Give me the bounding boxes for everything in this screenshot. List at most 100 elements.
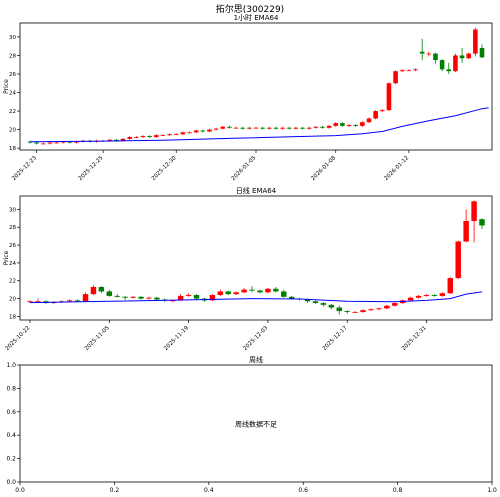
candle-body <box>217 291 224 296</box>
candle-body <box>35 301 41 303</box>
x-tick-label: 2025-12-31 <box>401 325 428 352</box>
candle-body <box>114 139 119 141</box>
candle-body <box>253 127 259 129</box>
candle-body <box>384 305 390 309</box>
candle-body <box>233 292 239 295</box>
candle-body <box>74 141 79 143</box>
candle-body <box>459 55 465 59</box>
candle-body <box>360 310 366 312</box>
candle-body <box>392 303 398 306</box>
candle-body <box>47 142 53 144</box>
candle-body <box>419 51 425 54</box>
candle-body <box>471 201 477 221</box>
candle-body <box>373 111 378 119</box>
chart-panel-daily: 日线 EMA64 18 20 22 24 26 28 30 Price 2025-10-22 202… <box>3 186 493 352</box>
candle-body <box>241 289 247 293</box>
y-tick-label: 0.4 <box>6 432 16 439</box>
candle-body <box>326 125 332 128</box>
candle-body <box>154 135 159 138</box>
candle-body <box>120 138 126 141</box>
candle-body <box>122 296 128 298</box>
y-tick-label: 26 <box>9 243 16 249</box>
candle-body <box>333 123 339 126</box>
candle-body <box>67 141 73 143</box>
y-tick-label: 20 <box>9 297 16 303</box>
candle-body <box>209 295 216 301</box>
candle-body <box>286 127 292 129</box>
y-tick-label: 0.8 <box>6 385 16 392</box>
candle-body <box>273 288 279 292</box>
candle-body <box>98 286 105 292</box>
candle-body <box>257 290 263 293</box>
y-tick-label: 20 <box>9 128 16 134</box>
candle-body <box>130 296 136 298</box>
candle-body <box>146 297 152 299</box>
plot-frame <box>19 22 493 151</box>
candle-body <box>439 293 446 296</box>
y-tick-label: 28 <box>9 53 16 59</box>
candle-body <box>466 53 471 59</box>
candle-body <box>463 220 469 242</box>
y-axis-label: Price <box>3 79 10 94</box>
candle-body <box>249 289 255 291</box>
candle-body <box>107 139 113 141</box>
x-tick-label: 2025-12-25 <box>78 155 105 182</box>
candle-body <box>233 127 239 129</box>
candle-body <box>185 295 192 296</box>
x-tick-label: 2025-12-03 <box>242 325 269 352</box>
candle-body <box>160 135 166 136</box>
candle-body <box>138 296 144 299</box>
candle-body <box>306 127 312 129</box>
candle-body <box>288 296 295 299</box>
plot-frame <box>19 364 493 483</box>
y-tick-label: 22 <box>9 109 16 115</box>
candle-body <box>260 127 265 129</box>
candle-body <box>106 291 113 296</box>
candle-body <box>320 126 325 128</box>
x-tick-label: 2025-10-22 <box>5 325 32 352</box>
candle-body <box>74 300 81 302</box>
candle-body <box>439 60 445 70</box>
candle-body <box>413 69 418 71</box>
candle-body <box>446 69 452 72</box>
candle-body <box>27 141 33 143</box>
candle-body <box>134 137 139 138</box>
candle-body <box>479 48 485 58</box>
candle-body <box>415 295 422 298</box>
candle-body <box>60 141 66 143</box>
x-tick-label: 0.4 <box>204 487 214 494</box>
candle-body <box>431 295 438 296</box>
candle-body <box>447 278 454 294</box>
candle-body <box>366 118 372 123</box>
candle-body <box>180 132 186 135</box>
x-tick-label: 2025-12-30 <box>151 155 178 182</box>
candle-body <box>352 311 358 313</box>
candle-body <box>140 136 146 138</box>
candle-body <box>423 295 430 296</box>
candle-body <box>170 300 176 302</box>
chart-title: 1小时 EMA64 <box>234 13 279 22</box>
candle-body <box>281 291 287 297</box>
candle-body <box>426 53 432 55</box>
y-tick-label: 22 <box>9 279 16 285</box>
y-tick-label: 1.0 <box>6 362 16 369</box>
y-tick-label: 0.6 <box>6 409 16 416</box>
x-tick-label: 2025-12-23 <box>11 155 38 182</box>
candle-body <box>304 299 311 302</box>
candle-body <box>368 309 374 311</box>
candle-body <box>479 219 485 226</box>
candle-body <box>167 134 172 136</box>
candle-body <box>300 127 305 129</box>
x-tick-label: 2025-11-05 <box>84 325 111 352</box>
candle-body <box>66 300 73 302</box>
y-tick-label: 30 <box>9 207 16 213</box>
candle-body <box>227 126 232 128</box>
candle-body <box>433 53 438 61</box>
x-tick-label: 0.8 <box>393 487 403 494</box>
y-tick-label: 24 <box>9 91 16 97</box>
y-tick-label: 18 <box>9 314 16 320</box>
candle-body <box>320 303 327 305</box>
no-data-message: 周线数据不足 <box>235 420 277 429</box>
candle-body <box>200 130 206 132</box>
chart-title: 周线 <box>249 355 263 364</box>
